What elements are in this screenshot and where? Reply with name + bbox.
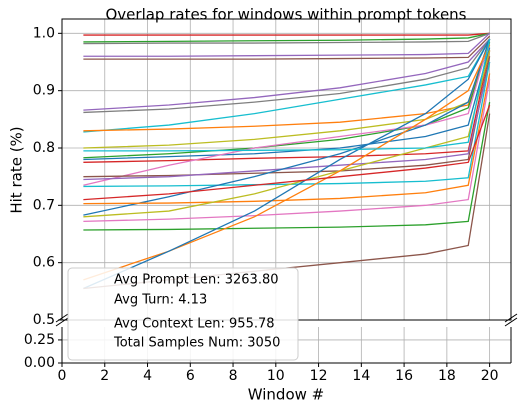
stats-box xyxy=(67,267,299,361)
series-line xyxy=(83,41,491,159)
x-tick-label: 2 xyxy=(100,368,109,384)
x-tick-label: 6 xyxy=(186,368,195,384)
series-line xyxy=(83,38,491,133)
annotation: Total Samples Num: 3050 xyxy=(113,336,280,351)
x-tick-label: 8 xyxy=(229,368,238,384)
series-line xyxy=(83,38,491,152)
x-tick-label: 14 xyxy=(352,368,370,384)
chart-title: Overlap rates for windows within prompt … xyxy=(105,6,466,24)
series-line xyxy=(83,38,491,216)
series-line xyxy=(83,79,491,223)
y-axis-label: Hit rate (%) xyxy=(8,126,26,213)
y-tick-label: 0.25 xyxy=(24,332,55,348)
x-tick-label: 10 xyxy=(267,368,285,384)
y-tick-label: 0.8 xyxy=(33,140,55,156)
series-line xyxy=(83,32,490,45)
annotation: Avg Turn: 4.13 xyxy=(114,293,207,308)
y-tick-label: 0.00 xyxy=(24,355,55,371)
y-tick-label: 0.6 xyxy=(33,255,55,271)
series-line xyxy=(83,38,491,114)
y-tick-label: 0.7 xyxy=(33,197,55,213)
series-line xyxy=(83,32,491,57)
series-line xyxy=(83,38,491,290)
series-line xyxy=(83,102,491,231)
series-line xyxy=(83,61,491,188)
series-line xyxy=(83,32,490,36)
x-tick-label: 12 xyxy=(310,368,328,384)
labels: 0 2 4 6 8 10 12 14 16 18 20 0.5 0.6 0.7 0.8 0.9 1.0 0.00 0… xyxy=(24,25,499,384)
x-tick-label: 16 xyxy=(395,368,413,384)
axis-break xyxy=(55,313,518,327)
x-tick-label: 0 xyxy=(58,368,67,384)
lines xyxy=(83,32,491,290)
y-tick-label: 0.9 xyxy=(33,83,55,99)
x-tick-label: 20 xyxy=(481,368,499,384)
series-line xyxy=(83,50,491,163)
axes xyxy=(55,18,518,364)
series-line xyxy=(83,73,491,205)
series-line xyxy=(83,47,491,161)
annotation: Avg Prompt Len: 3263.80 xyxy=(114,273,279,288)
x-axis-label: Window # xyxy=(248,386,324,404)
series-line xyxy=(83,38,491,111)
x-tick-label: 18 xyxy=(438,368,456,384)
series-line xyxy=(83,35,491,60)
series-line xyxy=(83,104,491,201)
series-line xyxy=(83,38,491,186)
series-line xyxy=(83,38,491,132)
y-tick-label: 0.5 xyxy=(33,312,55,328)
series-line xyxy=(83,61,491,181)
y-tick-label: 1.0 xyxy=(33,25,55,41)
series-line xyxy=(83,44,491,281)
annotation: Avg Context Len: 955.78 xyxy=(114,317,275,332)
x-tick-label: 4 xyxy=(143,368,152,384)
series-line xyxy=(83,32,490,43)
